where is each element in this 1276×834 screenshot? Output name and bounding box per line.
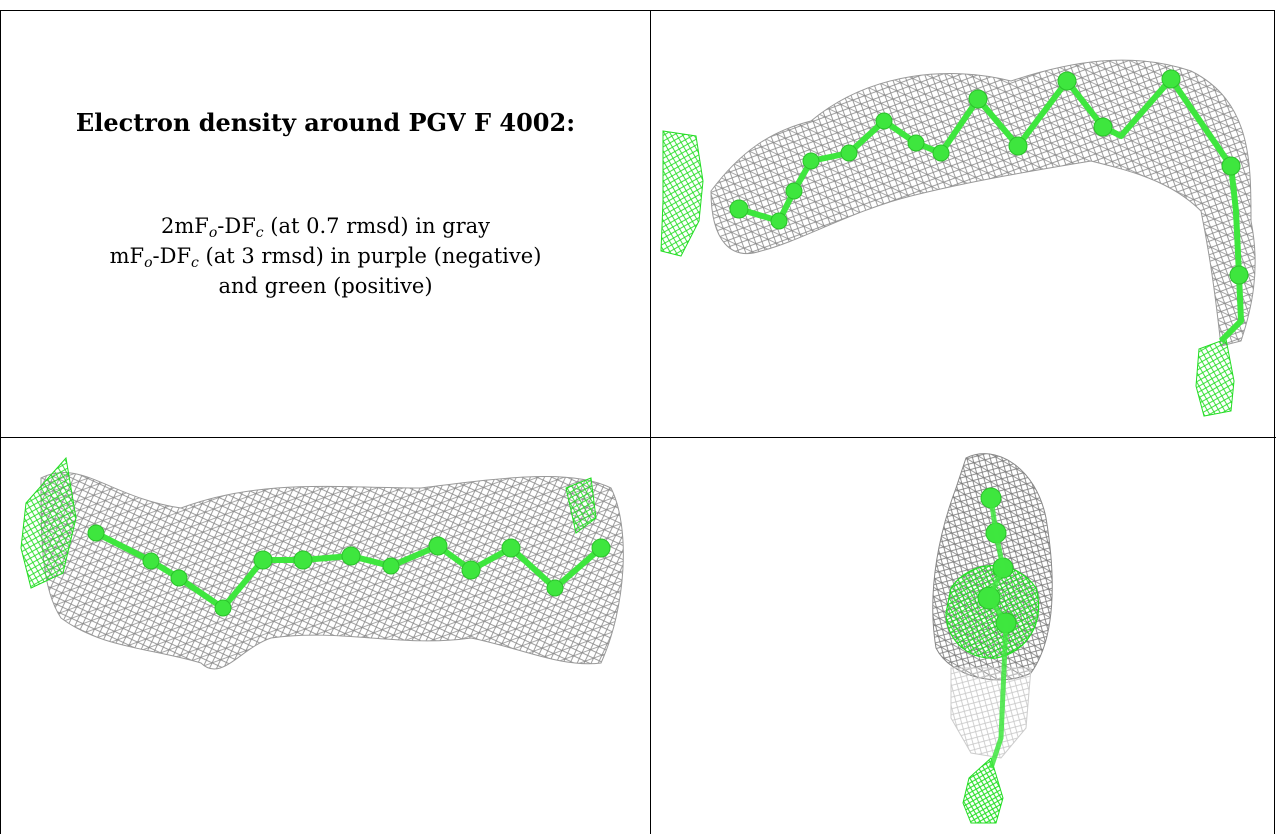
green-blob-bottom <box>1195 338 1235 417</box>
green-blob-left <box>20 456 77 589</box>
legend-line-2fo-fc: 2mFo-DFc (at 0.7 rmsd) in gray <box>160 214 491 241</box>
gray-density-mesh <box>710 59 1256 347</box>
vertical-divider <box>650 10 651 834</box>
density-map-image <box>932 453 1053 824</box>
density-legend: 2mFo-DFc (at 0.7 rmsd) in gray mFo-DFc (… <box>1 211 650 301</box>
gray-density-mesh <box>40 472 624 670</box>
density-map-image <box>660 59 1256 417</box>
caption-cell: Electron density around PGV F 4002: 2mFo… <box>1 11 650 437</box>
density-map-image <box>20 456 624 670</box>
gray-density-mesh-faint <box>950 667 1032 759</box>
green-blob-right <box>565 477 597 534</box>
density-view-bottom-left <box>1 438 650 834</box>
density-view-top-right <box>651 11 1275 437</box>
horizontal-divider <box>0 437 1276 438</box>
green-blob-bottom <box>962 757 1004 824</box>
figure-title: Electron density around PGV F 4002: <box>75 108 576 137</box>
green-blob-left <box>660 130 704 257</box>
legend-line-fo-fc: mFo-DFc (at 3 rmsd) in purple (negative) <box>109 244 542 271</box>
figure-table <box>0 10 1275 834</box>
legend-line-colors: and green (positive) <box>218 274 433 298</box>
density-view-bottom-right <box>651 438 1275 834</box>
molecule-chain <box>986 497 1009 769</box>
